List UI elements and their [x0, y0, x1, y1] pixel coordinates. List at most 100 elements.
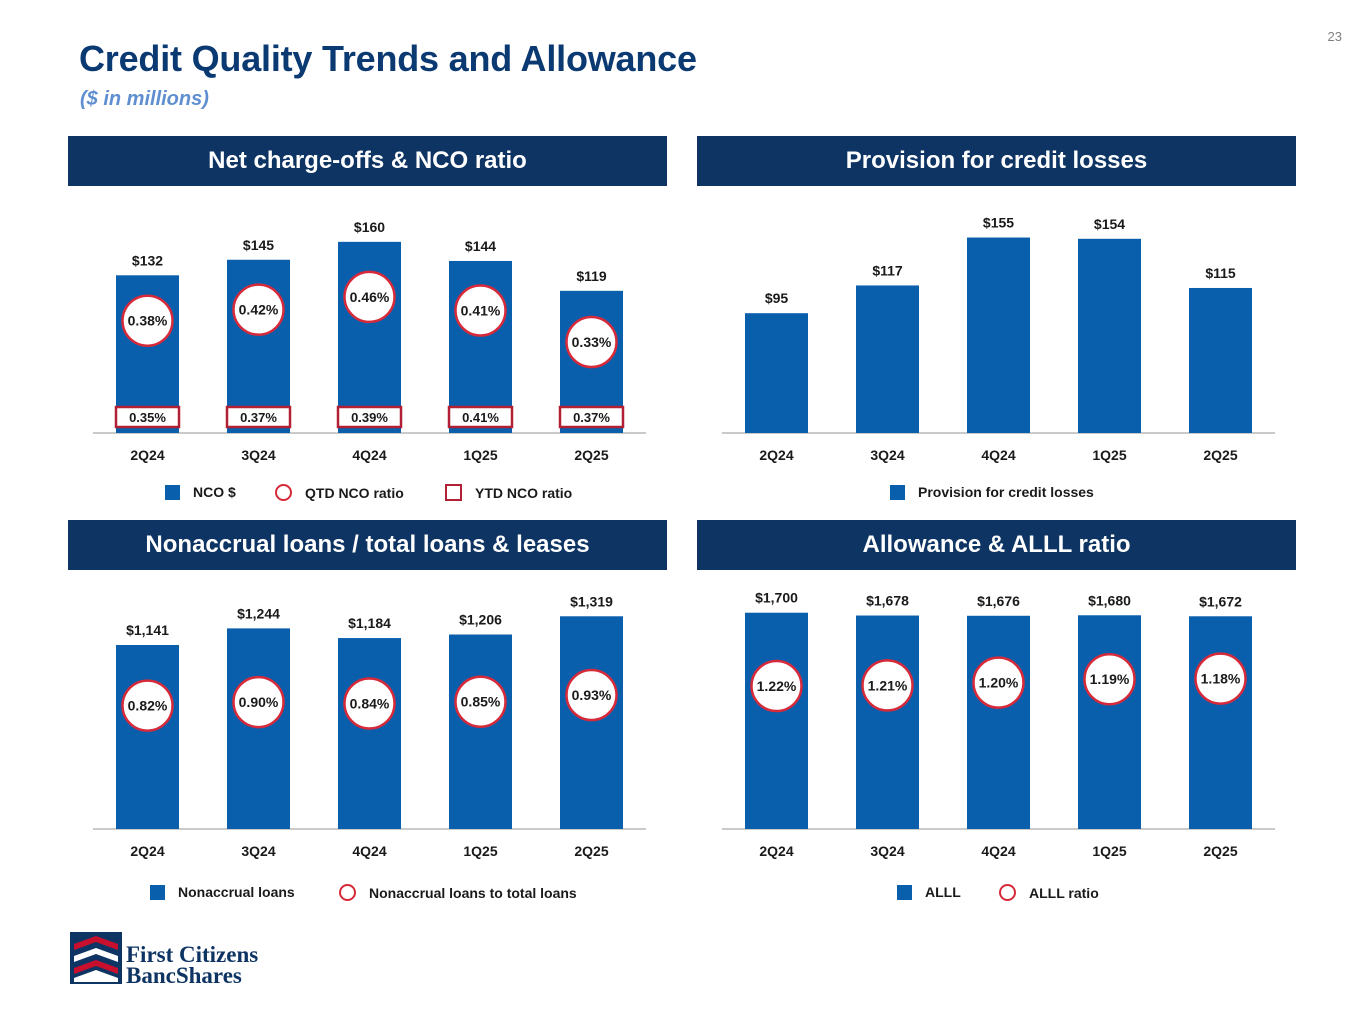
- bar-2Q25: [560, 616, 623, 829]
- bar-4Q24: [338, 638, 401, 829]
- logo-line-2: BancShares: [126, 963, 242, 988]
- bar-value-label: $119: [576, 268, 607, 284]
- ratio-circle-label: 1.18%: [1201, 671, 1241, 687]
- ratio-circle-marker: [565, 315, 618, 369]
- bar-value-label: $132: [132, 252, 163, 268]
- legend-alll: ALLL: [897, 884, 961, 900]
- bar-value-label: $1,678: [866, 593, 909, 609]
- ratio-circle-label: 0.41%: [461, 303, 501, 319]
- ytd-ratio-label: 0.35%: [129, 410, 166, 425]
- x-tick-label: 3Q24: [870, 843, 904, 859]
- bar-value-label: $160: [354, 219, 385, 235]
- nco-chart: $132 2Q24 0.38% 0.35% $145 3Q24 0.42% 0.37% $160…: [93, 219, 646, 463]
- bar-value-label: $95: [765, 290, 789, 306]
- first-citizens-flag-logo-icon: [70, 932, 122, 984]
- x-tick-label: 2Q24: [759, 447, 793, 463]
- x-tick-label: 2Q24: [759, 843, 793, 859]
- bar-value-label: $1,676: [977, 593, 1020, 609]
- ratio-circle-label: 0.93%: [572, 687, 612, 703]
- nonaccrual-panel-title: Nonaccrual loans / total loans & leases: [68, 520, 667, 570]
- bar-value-label: $115: [1205, 265, 1236, 281]
- ratio-circle-marker: [232, 675, 285, 729]
- bar-value-label: $1,680: [1088, 592, 1131, 608]
- bar-2Q25: [1189, 287, 1252, 433]
- ratio-circle-marker: [1194, 652, 1247, 705]
- bar-swatch-icon: [890, 484, 905, 500]
- nco-panel-title: Net charge-offs & NCO ratio: [68, 136, 667, 186]
- bar-value-label: $1,141: [126, 622, 169, 638]
- ratio-circle-label: 0.33%: [572, 334, 612, 350]
- bar-value-label: $145: [243, 237, 274, 253]
- legend-qtd-nco-ratio: QTD NCO ratio: [275, 484, 404, 501]
- ytd-ratio-box: [336, 405, 403, 429]
- square-marker-icon: [445, 484, 462, 501]
- ratio-circle-marker: [454, 675, 507, 728]
- provision-chart: $95 2Q24 $117 3Q24 $155 4Q24 $154 1Q25 $115 2Q25: [722, 215, 1275, 463]
- ytd-ratio-box: [114, 405, 181, 429]
- ratio-circle-marker: [972, 656, 1025, 709]
- ratio-circle-label: 1.19%: [1090, 671, 1130, 687]
- x-tick-label: 3Q24: [870, 447, 904, 463]
- circle-marker-icon: [999, 884, 1016, 901]
- ratio-circle-label: 0.42%: [239, 302, 279, 318]
- ratio-circle-label: 0.84%: [350, 695, 390, 711]
- ytd-ratio-box: [447, 405, 514, 429]
- bar-value-label: $1,206: [459, 612, 502, 628]
- bar-2Q24: [116, 644, 179, 829]
- ratio-circle-label: 0.38%: [128, 313, 168, 329]
- legend-alll-ratio: ALLL ratio: [999, 884, 1099, 901]
- circle-marker-icon: [275, 484, 292, 501]
- ratio-circle-label: 1.20%: [979, 675, 1019, 691]
- ytd-ratio-label: 0.37%: [240, 410, 277, 425]
- ratio-circle-marker: [121, 294, 174, 347]
- ratio-circle-label: 0.46%: [350, 289, 390, 305]
- legend-nonaccrual-ratio: Nonaccrual loans to total loans: [339, 884, 577, 901]
- x-tick-label: 2Q25: [574, 447, 608, 463]
- bar-value-label: $117: [872, 262, 903, 278]
- x-tick-label: 1Q25: [1092, 843, 1126, 859]
- ytd-ratio-label: 0.37%: [573, 410, 610, 425]
- ratio-circle-label: 0.90%: [239, 694, 279, 710]
- bar-value-label: $1,244: [237, 605, 280, 621]
- bar-1Q25: [1078, 615, 1141, 829]
- x-tick-label: 2Q25: [1203, 843, 1237, 859]
- ratio-circle-label: 1.21%: [868, 677, 908, 693]
- x-tick-label: 3Q24: [241, 447, 275, 463]
- bar-swatch-icon: [897, 884, 912, 900]
- circle-marker-icon: [339, 884, 356, 901]
- legend-nonaccrual-loans: Nonaccrual loans: [150, 884, 295, 900]
- page-subtitle: ($ in millions): [80, 88, 209, 110]
- ytd-ratio-label: 0.39%: [351, 410, 388, 425]
- bar-3Q24: [856, 285, 919, 433]
- bar-2Q24: [745, 313, 808, 433]
- x-tick-label: 2Q25: [1203, 447, 1237, 463]
- ytd-ratio-box: [225, 405, 292, 429]
- provision-panel-title: Provision for credit losses: [697, 136, 1296, 186]
- ytd-ratio-box: [558, 405, 625, 429]
- allowance-panel: Allowance & ALLL ratio $1,700 2Q24 1.22% $1…: [697, 520, 1296, 920]
- ratio-circle-marker: [1083, 652, 1136, 706]
- ratio-circle-marker: [343, 677, 396, 730]
- bar-2Q25: [1189, 616, 1252, 829]
- bar-1Q25: [1078, 238, 1141, 433]
- ratio-circle-marker: [232, 283, 285, 336]
- x-tick-label: 4Q24: [352, 843, 386, 859]
- legend-ytd-nco-ratio: YTD NCO ratio: [445, 484, 572, 501]
- page-number: 23: [1327, 29, 1342, 44]
- ratio-circle-marker: [343, 270, 396, 324]
- bar-value-label: $154: [1094, 216, 1125, 232]
- x-tick-label: 4Q24: [352, 447, 386, 463]
- ratio-circle-marker: [565, 668, 618, 722]
- ratio-circle-label: 1.22%: [757, 678, 797, 694]
- ratio-circle-label: 0.85%: [461, 694, 501, 710]
- x-tick-label: 1Q25: [463, 843, 497, 859]
- allowance-chart: $1,700 2Q24 1.22% $1,678 3Q24 1.21% $1,676 4Q24…: [722, 590, 1275, 859]
- nonaccrual-panel: Nonaccrual loans / total loans & leases …: [68, 520, 667, 920]
- company-logo: First Citizens BancShares: [70, 930, 270, 990]
- page-title: Credit Quality Trends and Allowance: [79, 38, 697, 79]
- bar-4Q24: [967, 237, 1030, 433]
- bar-3Q24: [227, 628, 290, 829]
- bar-1Q25: [449, 634, 512, 829]
- ytd-ratio-label: 0.41%: [462, 410, 499, 425]
- bar-3Q24: [856, 615, 919, 829]
